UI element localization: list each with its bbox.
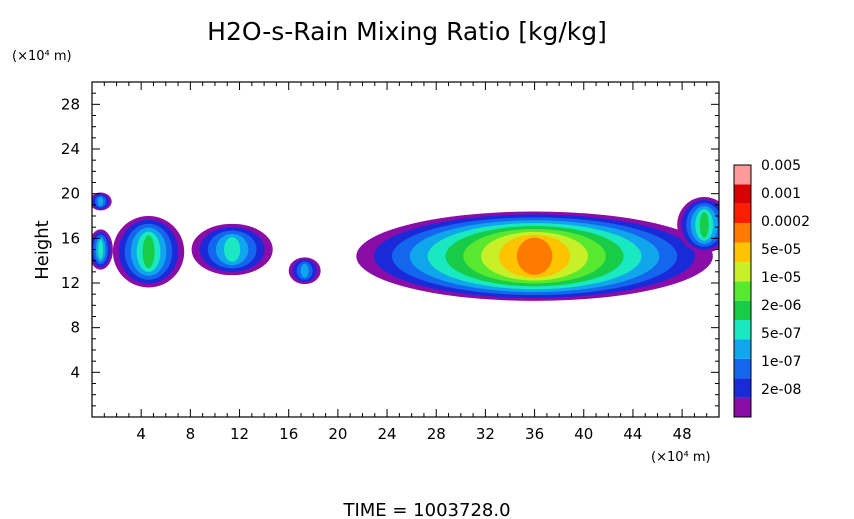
y-tick-label: 12 (61, 274, 80, 292)
y-tick-label: 8 (70, 319, 80, 337)
colorbar-label: 0.005 (761, 158, 801, 174)
contour-level-3 (97, 196, 104, 207)
contour-level-9 (516, 237, 553, 275)
x-tick-label: 48 (673, 425, 692, 443)
colorbar-swatch (734, 261, 751, 282)
region-right-edge (677, 197, 719, 253)
colorbar-label: 2e-06 (761, 298, 801, 314)
contour-level-4 (224, 237, 241, 262)
colorbar-label: 0.0002 (761, 214, 810, 230)
y-tick-label: 4 (70, 363, 80, 381)
x-tick-label: 36 (525, 425, 544, 443)
region-left-edge-upper (92, 192, 112, 211)
region-cell-11 (191, 223, 273, 276)
contour-field (92, 192, 719, 301)
region-main-band (356, 211, 713, 301)
region-cell-17 (288, 257, 321, 285)
contour-level-3 (300, 263, 309, 278)
colorbar-swatch (734, 184, 751, 204)
x-tick-label: 28 (427, 425, 446, 443)
contour-level-5 (699, 212, 709, 238)
x-tick-label: 40 (574, 425, 593, 443)
colorbar-swatch (734, 203, 751, 224)
colorbar-swatch (734, 378, 751, 398)
contour-level-4 (98, 239, 104, 260)
y-tick-label: 28 (61, 95, 80, 113)
colorbar-labels: 2e-08 1e-07 5e-07 2e-06 1e-05 5e-05 0.0002 0.00… (761, 158, 810, 398)
colorbar-swatch (734, 397, 751, 417)
colorbar-swatch (734, 339, 751, 359)
colorbar-frame (733, 164, 752, 418)
colorbar-swatch (734, 165, 751, 185)
x-tick-label: 24 (378, 425, 397, 443)
x-tick-label: 12 (230, 425, 249, 443)
x-tick-label: 20 (328, 425, 347, 443)
colorbar-swatch (734, 320, 751, 340)
colorbar-label: 0.001 (761, 186, 801, 202)
axis-ticks (92, 82, 719, 417)
x-tick-label: 16 (279, 425, 298, 443)
y-tick-label: 24 (61, 140, 80, 158)
colorbar (733, 164, 752, 418)
y-tick-label: 16 (61, 229, 80, 247)
colorbar-label: 1e-05 (761, 270, 801, 286)
x-scale-label: (×10⁴ m) (651, 450, 711, 465)
y-tick-labels: 4 8 12 16 20 24 28 (61, 95, 80, 381)
chart-title: H2O-s-Rain Mixing Ratio [kg/kg] (207, 17, 607, 46)
colorbar-swatch (734, 358, 751, 379)
x-tick-labels: 4 8 12 16 20 24 28 32 36 40 44 48 (136, 425, 691, 443)
x-tick-label: 44 (623, 425, 642, 443)
y-tick-label: 20 (61, 185, 80, 203)
colorbar-label: 5e-05 (761, 242, 801, 258)
x-tick-label: 4 (136, 425, 146, 443)
colorbar-swatch (734, 223, 751, 243)
region-left-edge-lower (92, 229, 113, 270)
colorbar-swatch (734, 242, 751, 262)
y-axis-label: Height (32, 220, 53, 280)
colorbar-label: 2e-08 (761, 382, 801, 398)
colorbar-swatch (734, 300, 751, 321)
x-tick-label: 32 (476, 425, 495, 443)
x-tick-label: 8 (186, 425, 196, 443)
y-scale-label: (×10⁴ m) (12, 49, 72, 64)
colorbar-swatch (734, 281, 751, 301)
region-cell-4 (112, 216, 185, 288)
colorbar-label: 1e-07 (761, 354, 801, 370)
contour-level-5 (142, 235, 155, 269)
colorbar-label: 5e-07 (761, 326, 801, 342)
time-footer: TIME = 1003728.0 (342, 500, 510, 519)
